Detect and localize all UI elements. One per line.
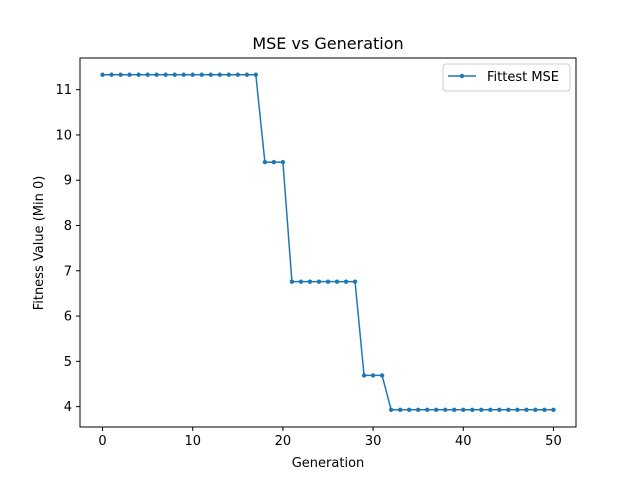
data-point xyxy=(289,279,295,284)
data-point xyxy=(253,72,259,77)
data-point xyxy=(316,279,322,284)
y-tick-label: 8 xyxy=(64,219,72,234)
data-point xyxy=(262,159,268,165)
data-point xyxy=(370,373,376,378)
chart-title: MSE vs Generation xyxy=(252,34,403,53)
data-point xyxy=(100,72,105,77)
y-tick-label: 9 xyxy=(64,174,72,189)
data-point xyxy=(415,407,421,412)
data-point xyxy=(425,407,430,412)
data-point xyxy=(280,159,286,165)
data-point xyxy=(244,72,250,77)
x-tick-label: 20 xyxy=(275,434,292,449)
data-point xyxy=(497,407,502,412)
data-point xyxy=(542,407,547,412)
y-tick-label: 11 xyxy=(55,83,72,98)
data-point xyxy=(470,407,475,412)
axes: 0 10 20 30 40 50 4 5 6 7 8 9 10 11 xyxy=(55,57,577,449)
data-point xyxy=(406,407,412,412)
y-tick-label: 10 xyxy=(55,128,72,143)
data-point xyxy=(452,407,457,412)
data-point xyxy=(397,407,403,412)
data-point xyxy=(181,72,186,77)
data-point xyxy=(190,72,195,77)
y-axis-label: Fitness Value (Min 0) xyxy=(32,176,47,311)
legend-box xyxy=(442,63,571,92)
data-point xyxy=(506,407,511,412)
data-point xyxy=(271,159,277,165)
x-tick-label: 0 xyxy=(98,434,106,449)
data-point xyxy=(199,72,204,77)
x-tick-label: 40 xyxy=(455,434,472,449)
data-point xyxy=(109,72,114,77)
data-point xyxy=(127,72,132,77)
axes-frame xyxy=(79,57,577,428)
data-point xyxy=(343,279,349,284)
x-tick-label: 30 xyxy=(365,434,382,449)
data-point xyxy=(226,72,231,77)
y-tick-label: 6 xyxy=(64,310,72,325)
data-point xyxy=(461,407,466,412)
data-point xyxy=(551,407,556,412)
legend-label-fittest-mse: Fittest MSE xyxy=(487,70,559,85)
data-point xyxy=(118,72,123,77)
data-point xyxy=(154,72,159,77)
data-point xyxy=(172,72,177,77)
data-point xyxy=(217,72,222,77)
data-point xyxy=(298,279,304,284)
data-point xyxy=(533,407,538,412)
data-point xyxy=(515,407,520,412)
data-point xyxy=(388,407,394,412)
x-tick-label: 50 xyxy=(545,434,562,449)
data-point xyxy=(145,72,150,77)
data-point xyxy=(524,407,529,412)
data-point xyxy=(434,407,439,412)
plot-area xyxy=(100,72,556,412)
data-point xyxy=(479,407,484,412)
data-point xyxy=(325,279,331,284)
y-tick-label: 5 xyxy=(64,355,72,370)
y-tick-label: 4 xyxy=(64,400,72,415)
data-point xyxy=(136,72,141,77)
data-point xyxy=(361,373,367,378)
data-point xyxy=(235,72,241,77)
data-point xyxy=(379,373,385,378)
data-point xyxy=(352,279,358,284)
y-tick-label: 7 xyxy=(64,264,72,279)
data-point xyxy=(488,407,493,412)
x-axis-label: Generation xyxy=(292,456,365,471)
data-point xyxy=(307,279,313,284)
data-point xyxy=(208,72,213,77)
data-point xyxy=(334,279,340,284)
legend-marker-swatch xyxy=(459,73,465,79)
legend: Fittest MSE xyxy=(442,63,571,92)
data-point xyxy=(443,407,448,412)
x-tick-label: 10 xyxy=(184,434,201,449)
data-point xyxy=(163,72,168,77)
